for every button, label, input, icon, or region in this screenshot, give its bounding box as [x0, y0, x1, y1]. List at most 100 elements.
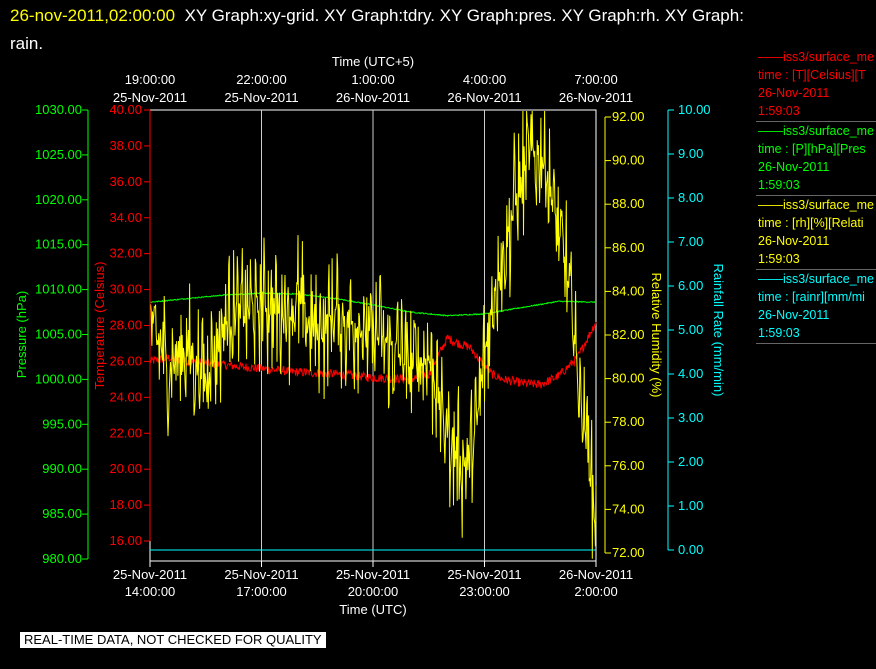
top-tick-time: 7:00:00 [574, 72, 617, 87]
top-tick-time: 19:00:00 [125, 72, 176, 87]
series-line-rh [149, 110, 597, 559]
rh-tick-label: 76.00 [612, 458, 645, 473]
rain-tick-label: 9.00 [678, 146, 703, 161]
legend-date: 26-Nov-2011 [758, 86, 830, 100]
legend-date: 26-Nov-2011 [758, 308, 830, 322]
rh-tick-label: 82.00 [612, 327, 645, 342]
temperature-tick-label: 34.00 [109, 210, 142, 225]
legend-date: 26-Nov-2011 [758, 160, 830, 174]
bottom-axis-label: Time (UTC) [339, 602, 406, 617]
pressure-tick-label: 1025.00 [35, 147, 82, 162]
rain-tick-label: 5.00 [678, 322, 703, 337]
rh-tick-label: 84.00 [612, 283, 645, 298]
top-tick-time: 1:00:00 [351, 72, 394, 87]
legend-item-pres[interactable]: ——iss3/surface_me time : [P][hPa][Pres 2… [756, 122, 876, 196]
legend-source: ——iss3/surface_me [758, 272, 875, 286]
chart-series [149, 110, 597, 559]
temperature-tick-label: 32.00 [109, 246, 142, 261]
top-axis-label: Time (UTC+5) [332, 54, 414, 69]
legend-time: 1:59:03 [758, 178, 800, 192]
top-tick-date: 25-Nov-2011 [224, 90, 298, 105]
rain-tick-label: 3.00 [678, 410, 703, 425]
bottom-tick-time: 17:00:00 [236, 584, 287, 599]
pressure-tick-label: 985.00 [42, 506, 82, 521]
rain-tick-label: 6.00 [678, 278, 703, 293]
rh-tick-label: 86.00 [612, 240, 645, 255]
temperature-axis-title: Temperature (Celsius) [92, 262, 107, 390]
pressure-tick-label: 1010.00 [35, 282, 82, 297]
series-line-tdry [149, 321, 597, 389]
legend-item-rh[interactable]: ——iss3/surface_me time : [rh][%][Relati … [756, 196, 876, 270]
pressure-tick-label: 1020.00 [35, 192, 82, 207]
temperature-tick-label: 26.00 [109, 353, 142, 368]
pressure-tick-label: 1000.00 [35, 371, 82, 386]
bottom-tick-time: 23:00:00 [459, 584, 510, 599]
top-tick-date: 26-Nov-2011 [559, 90, 633, 105]
top-tick-date: 26-Nov-2011 [336, 90, 410, 105]
top-tick-date: 25-Nov-2011 [113, 90, 187, 105]
rain-tick-label: 1.00 [678, 498, 703, 513]
legend-item-rain[interactable]: ——iss3/surface_me time : [rainr][mm/mi 2… [756, 270, 876, 344]
quality-warning: REAL-TIME DATA, NOT CHECKED FOR QUALITY [20, 632, 326, 648]
chart-axes: Time (UTC+5) 19:00:00 25-Nov-2011 22:00:00 2… [14, 54, 726, 617]
temperature-tick-label: 40.00 [109, 102, 142, 117]
series-line-pres [149, 292, 597, 317]
rain-tick-label: 7.00 [678, 234, 703, 249]
legend-variable: time : [P][hPa][Pres [758, 142, 866, 156]
legend: ——iss3/surface_me time : [T][Celsius][T … [756, 48, 876, 344]
bottom-tick-date: 25-Nov-2011 [113, 567, 187, 582]
pressure-tick-label: 1015.00 [35, 237, 82, 252]
rain-tick-label: 8.00 [678, 190, 703, 205]
legend-time: 1:59:03 [758, 326, 800, 340]
rh-tick-label: 88.00 [612, 196, 645, 211]
page-title: 26-nov-2011,02:00:00 XY Graph:xy-grid. X… [10, 2, 876, 58]
header-timestamp: 26-nov-2011,02:00:00 [10, 6, 176, 25]
temperature-tick-label: 20.00 [109, 461, 142, 476]
bottom-tick-time: 2:00:00 [574, 584, 617, 599]
temperature-tick-label: 22.00 [109, 425, 142, 440]
temperature-tick-label: 36.00 [109, 174, 142, 189]
pressure-tick-label: 990.00 [42, 461, 82, 476]
pressure-tick-label: 980.00 [42, 551, 82, 566]
rain-tick-label: 10.00 [678, 102, 711, 117]
legend-time: 1:59:03 [758, 252, 800, 266]
temperature-tick-label: 18.00 [109, 497, 142, 512]
rain-tick-label: 4.00 [678, 366, 703, 381]
pressure-tick-label: 995.00 [42, 416, 82, 431]
header-graph-list-continued: rain. [10, 34, 44, 53]
top-tick-date: 26-Nov-2011 [447, 90, 521, 105]
bottom-tick-date: 25-Nov-2011 [336, 567, 410, 582]
pressure-axis-title: Pressure (hPa) [14, 291, 29, 378]
legend-variable: time : [T][Celsius][T [758, 68, 866, 82]
legend-time: 1:59:03 [758, 104, 800, 118]
temperature-tick-label: 24.00 [109, 389, 142, 404]
header-graph-list: XY Graph:xy-grid. XY Graph:tdry. XY Grap… [184, 6, 744, 25]
legend-variable: time : [rh][%][Relati [758, 216, 864, 230]
rh-tick-label: 80.00 [612, 371, 645, 386]
legend-item-tdry[interactable]: ——iss3/surface_me time : [T][Celsius][T … [756, 48, 876, 122]
temperature-tick-label: 30.00 [109, 282, 142, 297]
rain-tick-label: 2.00 [678, 454, 703, 469]
bottom-tick-time: 20:00:00 [348, 584, 399, 599]
temperature-tick-label: 38.00 [109, 138, 142, 153]
rh-tick-label: 90.00 [612, 153, 645, 168]
pressure-tick-label: 1005.00 [35, 327, 82, 342]
bottom-tick-time: 14:00:00 [125, 584, 176, 599]
rh-tick-label: 92.00 [612, 109, 645, 124]
bottom-tick-date: 26-Nov-2011 [559, 567, 633, 582]
legend-variable: time : [rainr][mm/mi [758, 290, 865, 304]
rain-axis-title: Rainfall Rate (mm/min) [711, 264, 726, 397]
legend-source: ——iss3/surface_me [758, 124, 875, 138]
rh-tick-label: 78.00 [612, 414, 645, 429]
rain-tick-label: 0.00 [678, 542, 703, 557]
legend-source: ——iss3/surface_me [758, 198, 875, 212]
rh-tick-label: 72.00 [612, 545, 645, 560]
bottom-tick-date: 25-Nov-2011 [224, 567, 298, 582]
rh-axis-title: Relative Humidity (%) [649, 273, 664, 398]
temperature-tick-label: 16.00 [109, 533, 142, 548]
legend-source: ——iss3/surface_me [758, 50, 875, 64]
top-tick-time: 22:00:00 [236, 72, 287, 87]
top-tick-time: 4:00:00 [463, 72, 506, 87]
temperature-tick-label: 28.00 [109, 318, 142, 333]
